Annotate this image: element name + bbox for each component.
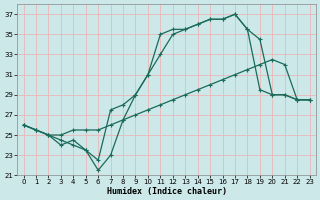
X-axis label: Humidex (Indice chaleur): Humidex (Indice chaleur) xyxy=(107,187,227,196)
